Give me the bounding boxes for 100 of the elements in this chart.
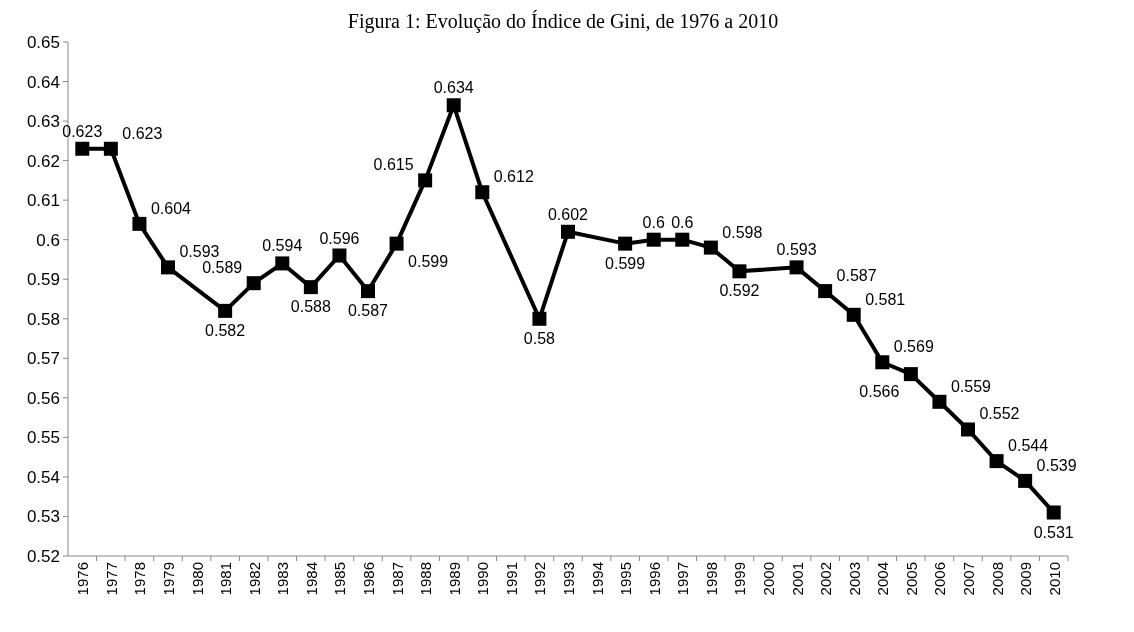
x-tick-label: 1979 — [160, 562, 177, 596]
y-tick-label: 0.55 — [26, 428, 60, 448]
x-tick-label: 1993 — [560, 562, 577, 596]
data-label: 0.6 — [642, 213, 665, 231]
data-label: 0.539 — [1036, 456, 1077, 474]
x-tick-label: 1981 — [217, 562, 235, 596]
data-label: 0.623 — [62, 122, 103, 140]
data-label: 0.596 — [319, 229, 360, 247]
point — [132, 216, 147, 231]
point — [218, 303, 233, 318]
chart-title: Figura 1: Evolução do Índice de Gini, de 1976 a 2010 — [347, 10, 779, 33]
point — [361, 284, 375, 299]
x-tick-label: 2001 — [788, 562, 806, 596]
data-label: 0.599 — [408, 252, 449, 270]
x-tick-label: 1992 — [531, 562, 549, 596]
data-label: 0.592 — [719, 282, 760, 300]
data-label: 0.581 — [865, 290, 906, 308]
point — [932, 394, 947, 409]
data-label: 0.623 — [122, 124, 163, 142]
point — [446, 98, 461, 113]
data-label: 0.599 — [605, 254, 646, 272]
point — [646, 232, 661, 247]
data-label: 0.588 — [290, 298, 331, 316]
x-tick-label: 1978 — [131, 562, 149, 596]
x-tick-label: 1989 — [445, 562, 463, 596]
data-label: 0.6 — [671, 213, 694, 231]
data-label: 0.634 — [433, 79, 474, 97]
x-tick-label: 2006 — [931, 562, 949, 596]
data-label: 0.587 — [347, 302, 389, 320]
point — [818, 284, 833, 299]
data-label: 0.598 — [722, 223, 763, 241]
data-label: 0.602 — [547, 205, 589, 223]
x-tick-label: 1977 — [102, 562, 120, 596]
point — [875, 355, 890, 370]
x-tick-label: 1987 — [388, 562, 406, 596]
x-tick-label: 1991 — [502, 562, 520, 596]
point — [532, 311, 547, 326]
y-tick-label: 0.56 — [26, 388, 60, 408]
y-tick-label: 0.65 — [26, 33, 60, 52]
x-tick-label: 2003 — [845, 562, 863, 596]
point — [161, 260, 175, 275]
point — [275, 256, 290, 271]
y-tick-label: 0.54 — [26, 467, 60, 487]
point — [389, 236, 404, 251]
data-label: 0.566 — [859, 383, 900, 401]
point — [703, 240, 718, 255]
x-tick-label: 1984 — [302, 562, 320, 596]
data-label: 0.569 — [893, 338, 934, 356]
point — [75, 141, 90, 156]
point — [846, 307, 861, 322]
point — [732, 264, 747, 279]
x-tick-label: 1996 — [645, 562, 663, 596]
x-tick-label: 1986 — [360, 562, 377, 596]
x-tick-label: 2004 — [874, 562, 892, 596]
point — [103, 141, 118, 156]
y-tick-label: 0.6 — [36, 230, 60, 250]
point — [618, 236, 633, 251]
y-tick-label: 0.61 — [26, 191, 60, 211]
x-tick-label: 1980 — [188, 562, 206, 596]
data-label: 0.582 — [205, 321, 246, 339]
data-label: 0.552 — [979, 405, 1020, 423]
data-label: 0.544 — [1008, 437, 1049, 455]
point — [418, 173, 433, 188]
data-label: 0.604 — [150, 199, 192, 217]
point — [961, 422, 975, 437]
point — [903, 367, 918, 382]
y-tick-label: 0.63 — [26, 112, 60, 132]
data-label: 0.589 — [202, 259, 243, 277]
data-label: 0.587 — [836, 267, 877, 285]
data-label: 0.593 — [776, 241, 817, 259]
x-tick-label: 1983 — [274, 562, 292, 596]
x-tick-label: 1994 — [588, 562, 606, 596]
data-label: 0.612 — [493, 168, 534, 186]
x-tick-label: 1988 — [417, 562, 435, 596]
x-tick-label: 1995 — [617, 562, 635, 596]
point — [675, 232, 690, 247]
y-tick-label: 0.58 — [26, 309, 60, 329]
data-label: 0.58 — [523, 329, 556, 347]
x-tick-label: 1997 — [674, 562, 692, 596]
x-tick-label: 1985 — [331, 562, 349, 596]
point — [246, 276, 261, 291]
point — [561, 224, 575, 239]
data-label: 0.615 — [373, 156, 414, 174]
point — [1018, 473, 1033, 488]
x-tick-label: 2000 — [760, 562, 777, 596]
x-tick-label: 2008 — [988, 562, 1006, 596]
x-tick-label: 2009 — [1017, 562, 1035, 596]
x-tick-label: 2007 — [960, 562, 977, 596]
y-tick-label: 0.52 — [26, 547, 60, 566]
x-tick-label: 2002 — [817, 562, 835, 596]
data-label: 0.593 — [179, 243, 220, 261]
data-label: 0.559 — [950, 377, 992, 395]
y-tick-label: 0.57 — [26, 349, 60, 369]
y-tick-label: 0.64 — [26, 72, 60, 92]
x-tick-label: 1998 — [702, 562, 720, 596]
point — [332, 248, 347, 263]
point — [789, 260, 804, 275]
x-tick-label: 2005 — [902, 562, 920, 596]
x-tick-label: 1990 — [474, 562, 492, 596]
y-tick-label: 0.53 — [26, 507, 60, 527]
